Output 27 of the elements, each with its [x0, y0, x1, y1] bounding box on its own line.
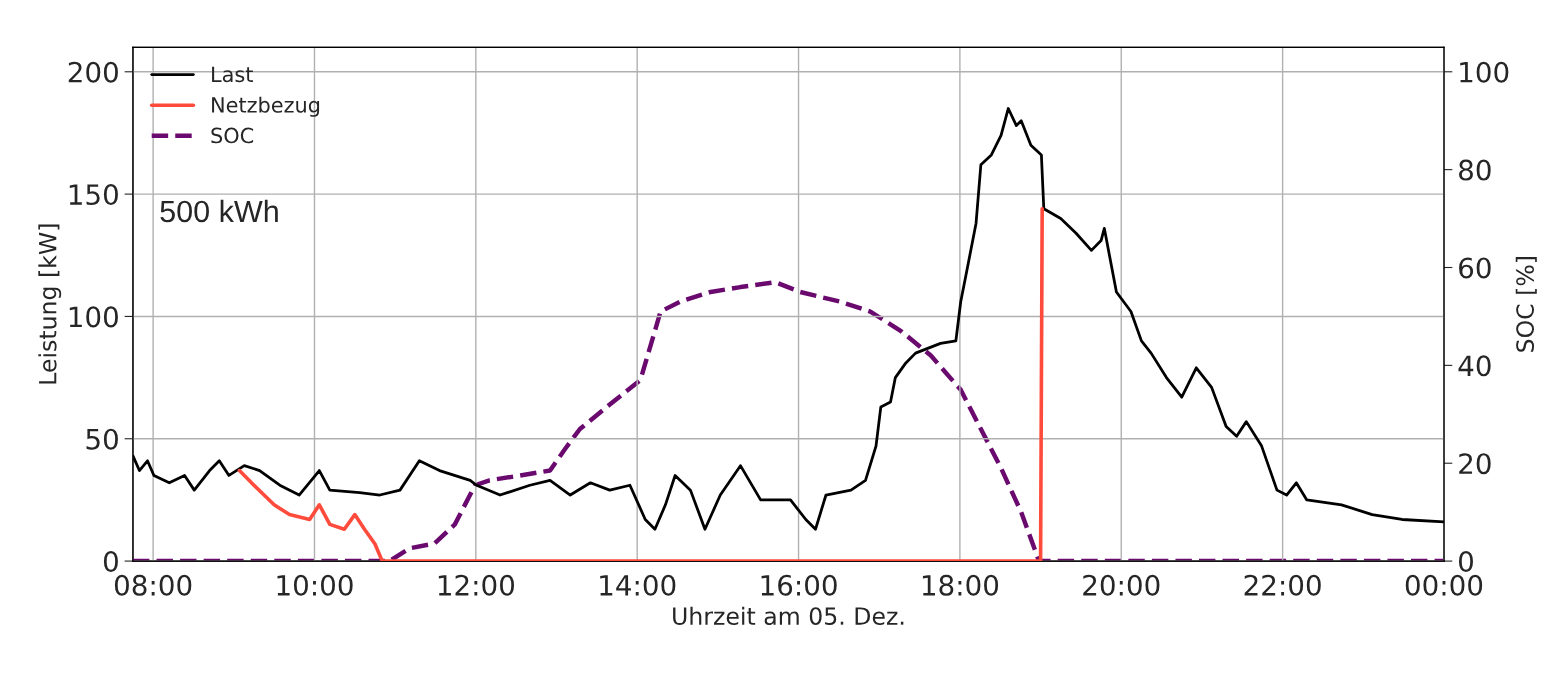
x-tick-label: 00:00 — [1405, 574, 1483, 596]
x-axis-title: Uhrzeit am 05. Dez. — [673, 606, 904, 625]
y-tick-label: 50 — [86, 428, 118, 450]
y2-tick-label: 60 — [1459, 257, 1491, 279]
y-tick-label: 200 — [68, 61, 118, 83]
x-tick-label: 18:00 — [922, 574, 999, 596]
y2-axis-title: SOC [%] — [1515, 257, 1537, 352]
x-tick-label: 10:00 — [277, 574, 353, 596]
y2-tick-label: 80 — [1459, 159, 1491, 181]
x-tick-label: 12:00 — [438, 574, 515, 596]
y-tick-label: 0 — [103, 551, 118, 573]
y-axis-title: Leistung [kW] — [38, 224, 62, 384]
annotation: 500 kWh — [160, 199, 278, 223]
x-tick-label: 08:00 — [114, 574, 192, 596]
y2-tick-label: 0 — [1458, 551, 1473, 573]
y-tick-label: 100 — [69, 306, 118, 328]
y2-tick-label: 100 — [1460, 61, 1509, 83]
legend-label: SOC — [211, 127, 254, 144]
legend-label: Last — [212, 66, 253, 83]
legend-label: Netzbezug — [212, 96, 320, 117]
x-tick-label: 20:00 — [1083, 574, 1160, 596]
y2-tick-label: 20 — [1459, 453, 1491, 475]
y2-tick-label: 40 — [1458, 355, 1491, 377]
x-tick-label: 22:00 — [1244, 574, 1321, 596]
x-tick-label: 14:00 — [600, 574, 676, 596]
x-tick-label: 16:00 — [761, 574, 837, 596]
y-tick-label: 150 — [69, 184, 118, 206]
